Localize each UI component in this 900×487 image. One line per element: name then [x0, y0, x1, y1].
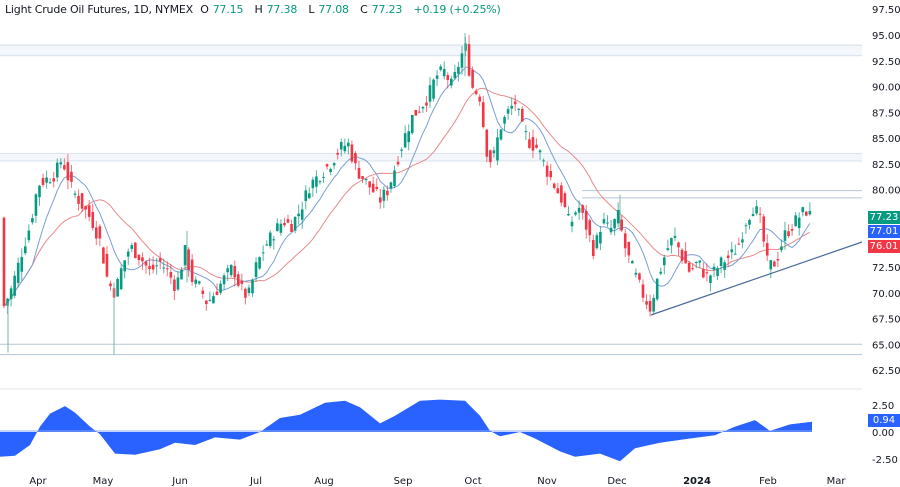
svg-text:Oct: Oct: [464, 476, 481, 487]
time-axis[interactable]: Apr May Jun Jul Aug Sep Oct Nov Dec 2024 Feb Mar: [29, 476, 846, 487]
svg-text:92.50: 92.50: [872, 57, 900, 68]
fast-moving-average: [3, 66, 811, 307]
svg-text:95.00: 95.00: [872, 31, 900, 42]
slow-moving-average: [3, 87, 811, 307]
svg-text:87.50: 87.50: [872, 108, 900, 119]
svg-text:80.00: 80.00: [872, 186, 900, 197]
ohlc-low: L 77.08: [308, 3, 349, 16]
svg-text:85.00: 85.00: [872, 134, 900, 145]
svg-text:May: May: [93, 476, 114, 487]
svg-text:0.00: 0.00: [872, 428, 894, 439]
svg-text:Sep: Sep: [394, 476, 413, 487]
svg-text:Mar: Mar: [827, 476, 847, 487]
price-change: +0.19 (+0.25%): [413, 3, 501, 16]
svg-text:72.50: 72.50: [872, 263, 900, 274]
svg-text:Jul: Jul: [249, 476, 262, 487]
ohlc-close: C 77.23: [360, 3, 403, 16]
svg-text:65.00: 65.00: [872, 340, 900, 351]
trendline[interactable]: [650, 241, 863, 316]
svg-text:82.50: 82.50: [872, 160, 900, 171]
svg-text:67.50: 67.50: [872, 315, 900, 326]
svg-text:Jun: Jun: [171, 476, 188, 487]
slow-ma-tag: 76.01: [868, 240, 900, 253]
svg-text:Feb: Feb: [759, 476, 777, 487]
chart-legend: Light Crude Oil Futures, 1D, NYMEX O 77.1…: [5, 3, 505, 16]
svg-text:90.00: 90.00: [872, 83, 900, 94]
oscillator-area: [0, 399, 812, 462]
price-axis[interactable]: 97.50 95.00 92.50 90.00 87.50 85.00 82.50 80.00…: [872, 5, 900, 377]
svg-text:Aug: Aug: [314, 476, 334, 487]
ohlc-high: H 77.38: [254, 3, 298, 16]
last-price-tag: 77.23: [868, 211, 900, 224]
svg-text:2024: 2024: [683, 476, 711, 487]
svg-text:70.00: 70.00: [872, 289, 900, 300]
svg-text:Dec: Dec: [607, 476, 626, 487]
svg-text:-2.50: -2.50: [872, 455, 898, 466]
symbol-title: Light Crude Oil Futures, 1D, NYMEX: [5, 3, 193, 16]
svg-text:Apr: Apr: [29, 476, 47, 487]
fast-ma-tag: 77.01: [868, 225, 900, 238]
ohlc-open: O 77.15: [200, 3, 244, 16]
oscillator-value-tag: 0.94: [868, 414, 900, 427]
svg-text:2.50: 2.50: [872, 401, 894, 412]
svg-text:97.50: 97.50: [872, 5, 900, 16]
svg-text:62.50: 62.50: [872, 366, 900, 377]
oscillator-axis[interactable]: 2.50 0.00 -2.50: [872, 401, 898, 466]
svg-text:Nov: Nov: [537, 476, 557, 487]
horizontal-levels: [0, 44, 862, 356]
candlesticks: [2, 32, 812, 355]
